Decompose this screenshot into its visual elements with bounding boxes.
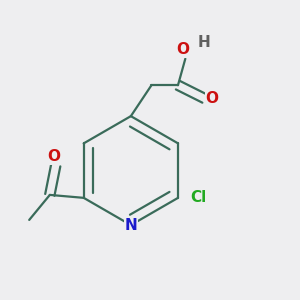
Text: O: O bbox=[176, 42, 189, 57]
Text: H: H bbox=[198, 35, 211, 50]
Text: N: N bbox=[124, 218, 137, 232]
Text: O: O bbox=[48, 149, 61, 164]
Text: Cl: Cl bbox=[190, 190, 207, 205]
Text: O: O bbox=[205, 91, 218, 106]
